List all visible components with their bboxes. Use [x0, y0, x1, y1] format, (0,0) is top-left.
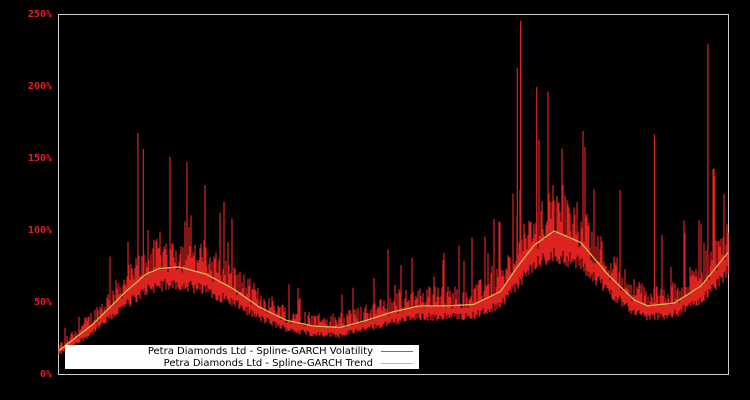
- y-tick-200: 200%: [27, 81, 52, 92]
- chart-legend: Petra Diamonds Ltd - Spline-GARCH Volati…: [65, 345, 419, 369]
- y-tick-150: 150%: [27, 153, 52, 164]
- y-tick-100: 100%: [27, 225, 52, 236]
- legend-item-volatility: Petra Diamonds Ltd - Spline-GARCH Volati…: [148, 345, 419, 357]
- y-tick-50: 50%: [33, 297, 52, 308]
- legend-swatch-red: [381, 350, 413, 352]
- legend-label: Petra Diamonds Ltd - Spline-GARCH Volati…: [147, 345, 373, 357]
- volatility-series: [58, 20, 729, 355]
- y-tick-250: 250%: [27, 9, 52, 20]
- legend-label: Petra Diamonds Ltd - Spline-GARCH Trend: [163, 357, 373, 369]
- trend-series: [58, 230, 729, 352]
- legend-swatch-gold: [381, 362, 413, 364]
- legend-item-trend: Petra Diamonds Ltd - Spline-GARCH Trend: [164, 357, 419, 369]
- y-tick-0: 0%: [39, 369, 52, 380]
